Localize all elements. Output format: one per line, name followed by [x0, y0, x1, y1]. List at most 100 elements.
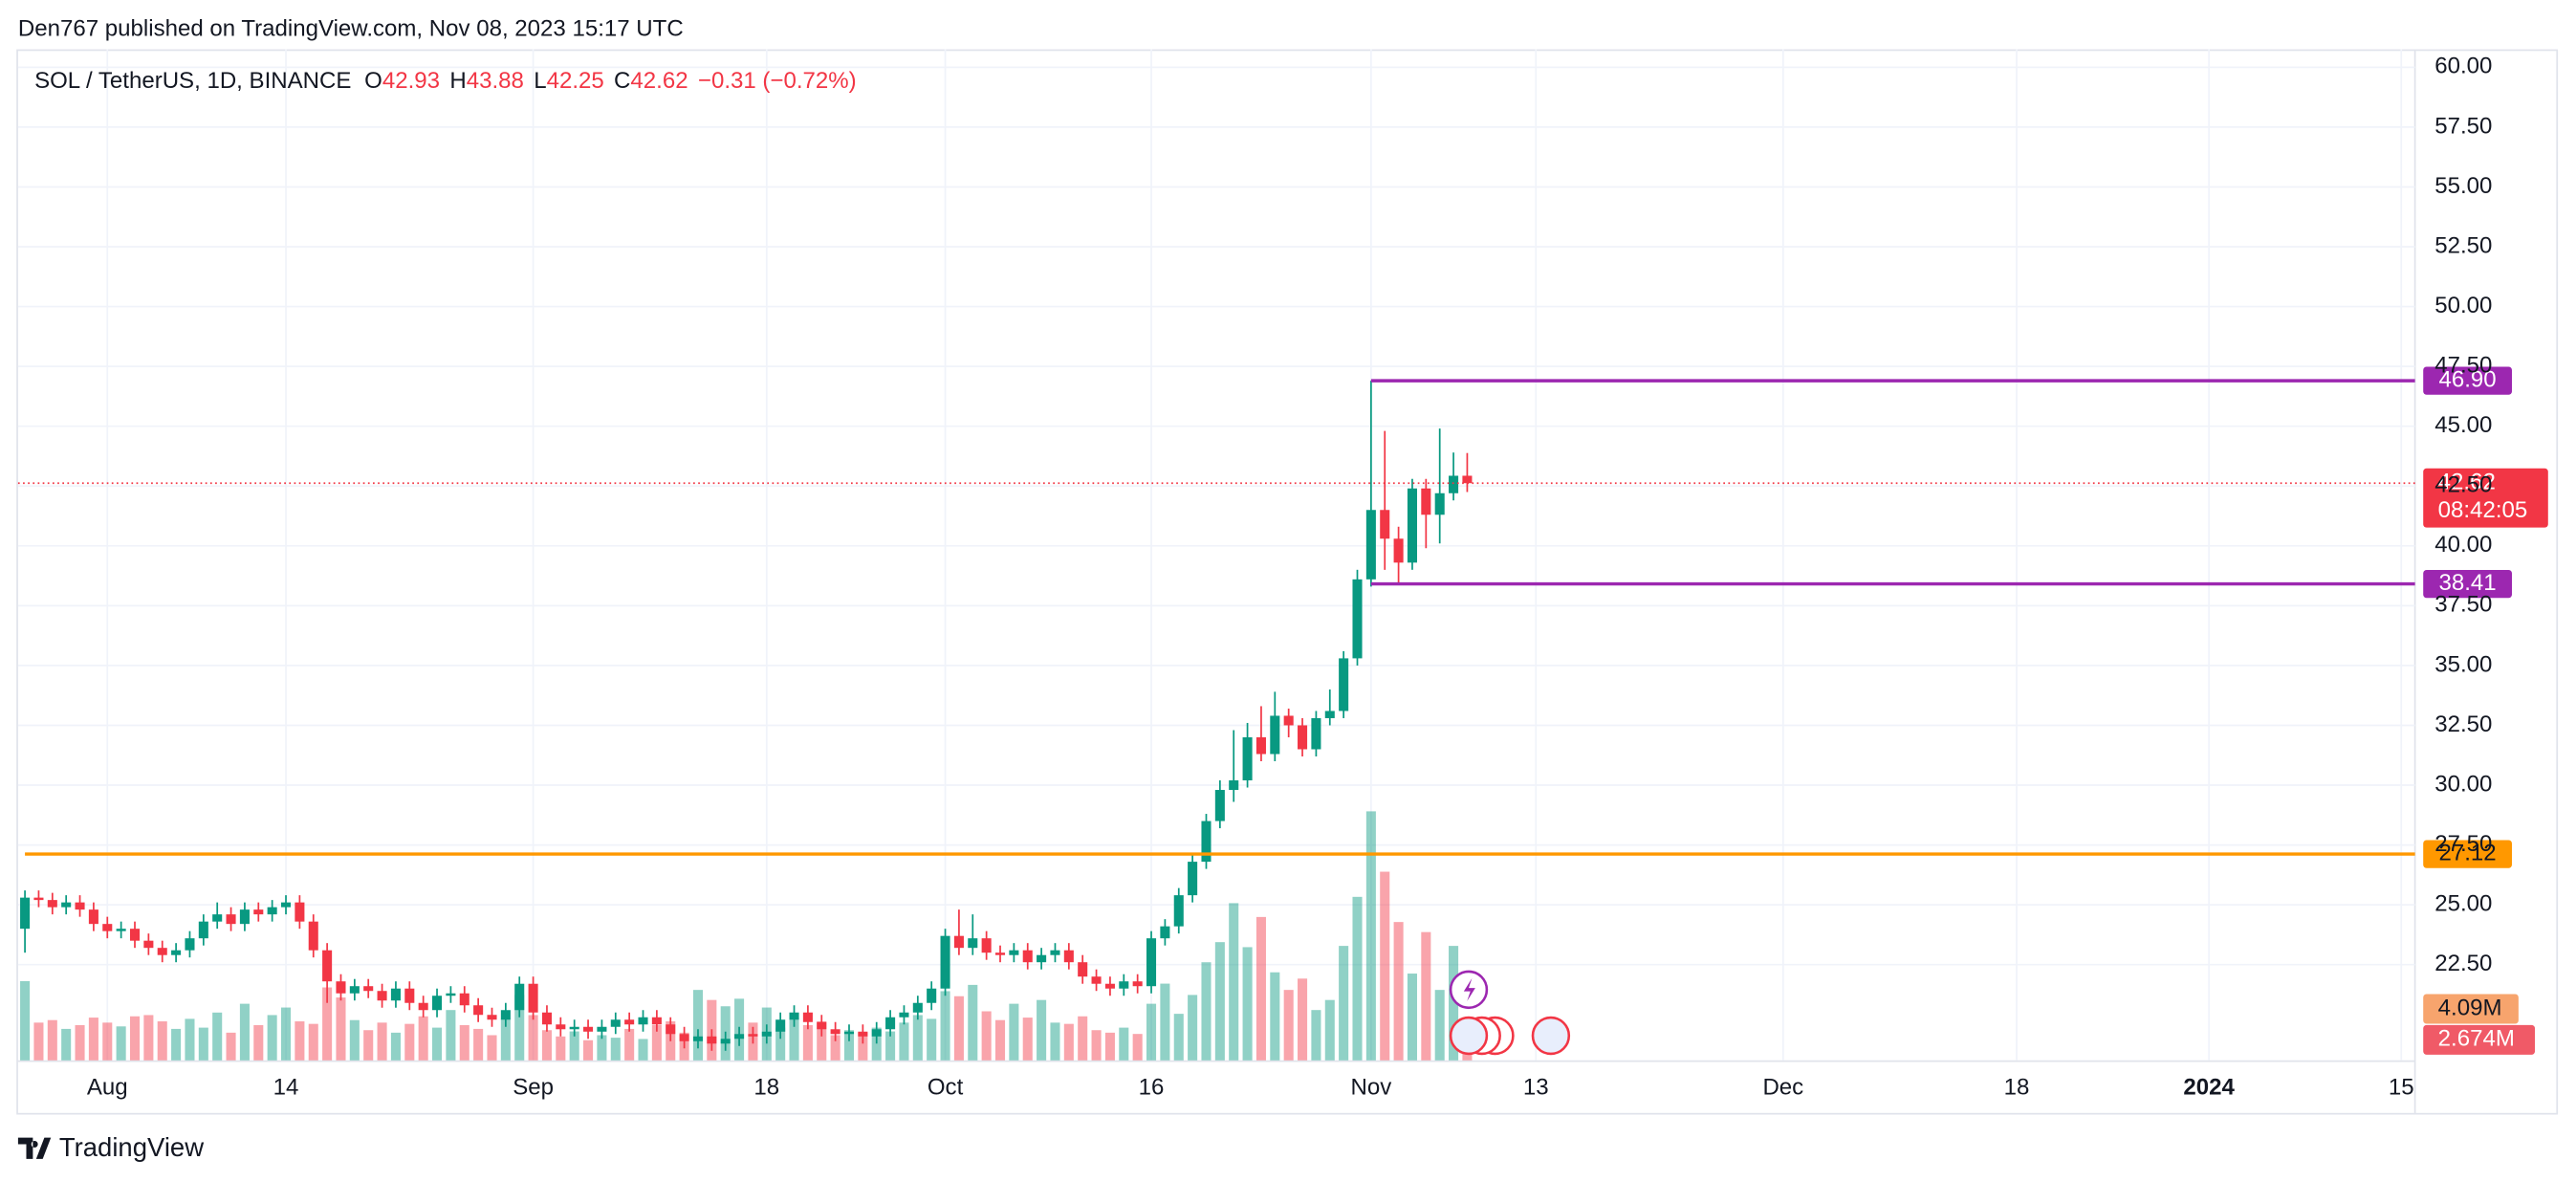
- candle-body: [514, 983, 525, 1011]
- candle-body: [858, 1031, 868, 1037]
- candle-body: [33, 897, 44, 901]
- candle-body: [912, 1002, 923, 1013]
- candle-body: [143, 940, 154, 949]
- volume-bar: [1311, 1010, 1321, 1061]
- legend-change: −0.31 (−0.72%): [698, 68, 857, 94]
- candle-body: [116, 929, 126, 931]
- volume-bar: [212, 1012, 223, 1061]
- candle-body: [1449, 475, 1459, 493]
- candle-body: [1229, 780, 1239, 791]
- candle-body: [899, 1012, 909, 1018]
- candle-body: [638, 1017, 648, 1025]
- volume-bar: [1009, 1003, 1019, 1061]
- candle-body: [981, 938, 992, 953]
- candle-body: [1104, 983, 1115, 989]
- candle-body: [1393, 538, 1404, 563]
- y-tick-label: 37.50: [2434, 592, 2492, 618]
- volume-bar: [377, 1022, 387, 1061]
- event-icons: [1449, 970, 1571, 1056]
- y-tick-label: 45.00: [2434, 412, 2492, 438]
- candles: [20, 381, 1473, 1051]
- candle-body: [1009, 950, 1019, 955]
- legend-letter: O: [364, 68, 382, 94]
- candle-body: [239, 909, 250, 925]
- candle-body: [1255, 736, 1266, 755]
- volume-bar: [1283, 990, 1294, 1061]
- brand-logo: [17, 1137, 52, 1159]
- level-label: 46.90: [2439, 366, 2497, 392]
- candle-body: [446, 993, 456, 996]
- candle-body: [541, 1012, 552, 1025]
- level-label: 27.12: [2439, 840, 2497, 865]
- volume-bar: [1063, 1023, 1074, 1061]
- candle-body: [885, 1017, 896, 1030]
- candle-body: [1160, 926, 1170, 939]
- volume-bar: [899, 1022, 909, 1061]
- volume-bar: [1365, 811, 1376, 1061]
- candle-body: [322, 950, 333, 982]
- volume-bar: [541, 1030, 552, 1061]
- candle-body: [308, 921, 318, 951]
- volume-bar: [692, 990, 704, 1061]
- candle-body: [1311, 717, 1321, 750]
- volume-bar: [1173, 1014, 1184, 1061]
- volume-bar: [830, 1035, 840, 1061]
- candle-body: [1091, 976, 1102, 984]
- candle-body: [1078, 962, 1088, 977]
- brand-name: TradingView: [59, 1132, 204, 1162]
- candle-body: [748, 1034, 758, 1037]
- volume-bar: [171, 1028, 182, 1061]
- candle-body: [404, 988, 415, 1003]
- legend: SOL / TetherUS, 1D, BINANCE O42.93 H43.88 L…: [34, 68, 857, 94]
- volume-bar: [459, 1024, 469, 1061]
- volume-bar: [1022, 1018, 1033, 1061]
- candle-body: [47, 900, 57, 908]
- axes: 22.50 25.00 27.50 30.00 32.50 35.00 37.50 40.00…: [87, 54, 2493, 1101]
- volume-bar: [556, 1036, 566, 1061]
- volume-bar: [858, 1032, 868, 1061]
- volume-bar: [1298, 978, 1308, 1061]
- candle-body: [1119, 981, 1129, 989]
- y-tick-label: 57.50: [2434, 113, 2492, 139]
- candle-body: [624, 1019, 635, 1025]
- volume-bar: [336, 997, 346, 1061]
- volume-bar: [1091, 1030, 1102, 1061]
- volume-bar: [789, 1018, 799, 1061]
- candle-body: [707, 1036, 717, 1044]
- volume-bar: [446, 1010, 456, 1061]
- candle-body: [267, 907, 277, 915]
- volume-bar: [1037, 999, 1047, 1061]
- legend-letter: C: [614, 68, 630, 94]
- y-tick-label: 42.50: [2434, 472, 2492, 498]
- y-tick-label: 32.50: [2434, 711, 2492, 737]
- volume-bar: [1380, 871, 1390, 1061]
- candle-body: [1201, 821, 1212, 863]
- volume-bar: [143, 1015, 154, 1061]
- grid: [17, 49, 2415, 1061]
- volume-bar: [404, 1023, 415, 1061]
- volume-bar: [1229, 903, 1239, 1061]
- candle-body: [802, 1012, 813, 1022]
- volume-bar: [1104, 1032, 1115, 1061]
- volume-bar: [1146, 1003, 1157, 1061]
- x-tick-label: Sep: [513, 1074, 554, 1100]
- candle-body: [1434, 492, 1445, 515]
- candle-body: [185, 938, 195, 951]
- y-tick-label: 60.00: [2434, 54, 2492, 79]
- x-tick-label: 15: [2389, 1074, 2414, 1100]
- legend-letter: L: [534, 68, 546, 94]
- x-tick-label: 18: [2004, 1074, 2030, 1100]
- candle-body: [377, 991, 387, 1001]
- volume-bar: [487, 1035, 497, 1061]
- volume-bar: [1352, 896, 1363, 1061]
- volume-bar: [267, 1015, 277, 1061]
- y-tick-label: 27.50: [2434, 831, 2492, 857]
- candle-body: [734, 1034, 745, 1040]
- volume-bar: [295, 1021, 305, 1061]
- volume-bar: [994, 1019, 1006, 1061]
- candle-body: [761, 1031, 772, 1037]
- candle-body: [1173, 895, 1184, 927]
- candle-body: [1283, 715, 1294, 726]
